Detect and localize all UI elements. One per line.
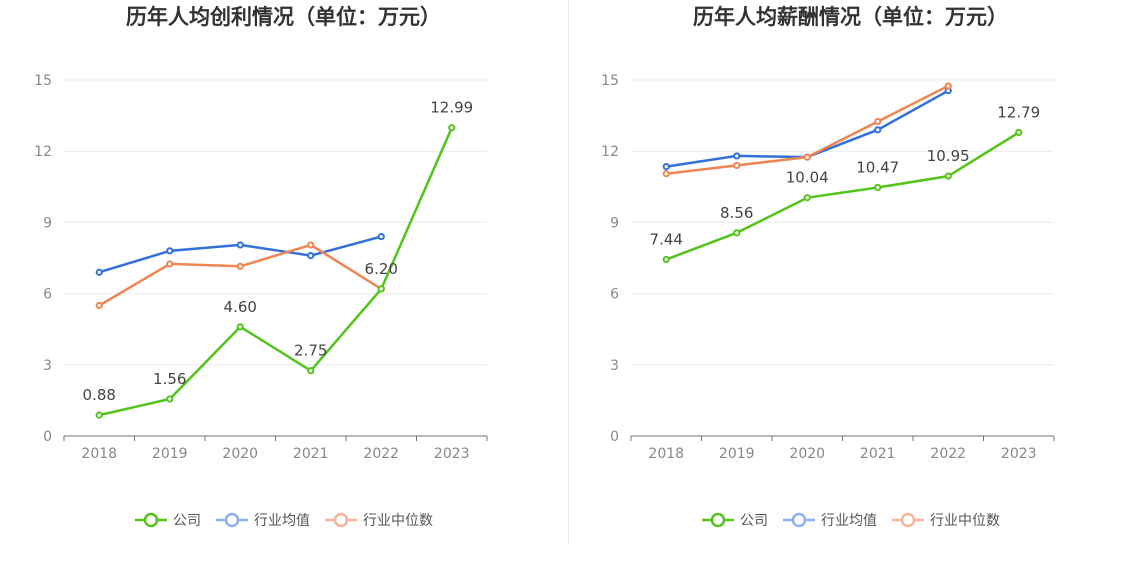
legend-label: 公司 (740, 513, 768, 529)
y-tick-label: 0 (43, 429, 52, 445)
data-point-company[interactable] (236, 323, 244, 331)
legend-item-median[interactable]: 行业中位数 (324, 510, 433, 530)
data-label: 12.99 (430, 99, 473, 117)
data-point-median[interactable] (307, 241, 315, 249)
y-tick-label: 15 (601, 73, 619, 89)
data-label: 0.88 (83, 386, 116, 404)
x-tick-label: 2023 (434, 446, 470, 462)
data-label: 1.56 (153, 370, 186, 388)
chart-legend: 公司 行业均值 行业中位数 (567, 510, 1134, 530)
data-label: 10.95 (927, 147, 970, 165)
series-line-median (98, 243, 382, 307)
series-line-company (99, 127, 453, 417)
y-tick-label: 6 (43, 287, 52, 303)
chart-title: 历年人均薪酬情况（单位：万元） (693, 5, 1008, 29)
legend-item-company[interactable]: 公司 (701, 510, 768, 530)
data-point-company[interactable] (166, 395, 174, 403)
data-point-company[interactable] (448, 124, 456, 132)
data-point-company[interactable] (307, 367, 315, 375)
data-point-median[interactable] (944, 82, 952, 90)
data-point-avg[interactable] (733, 152, 741, 160)
data-label: 12.79 (997, 103, 1040, 121)
data-point-avg[interactable] (377, 233, 385, 241)
data-label: 10.04 (786, 169, 829, 187)
data-point-company[interactable] (803, 194, 811, 202)
data-label: 6.20 (365, 260, 398, 278)
legend-swatch (135, 512, 167, 528)
data-point-company[interactable] (662, 255, 670, 264)
data-label: 7.44 (650, 230, 683, 248)
data-point-company[interactable] (377, 285, 385, 293)
legend-item-median[interactable]: 行业中位数 (891, 510, 1000, 530)
y-tick-label: 3 (43, 358, 52, 374)
x-tick-label: 2020 (222, 446, 258, 462)
legend-label: 行业中位数 (930, 513, 1000, 529)
legend-label: 行业均值 (254, 513, 310, 529)
data-point-median[interactable] (236, 262, 244, 270)
y-tick-label: 0 (610, 429, 619, 445)
data-label: 2.75 (294, 342, 327, 360)
legend-item-avg[interactable]: 行业均值 (782, 510, 877, 530)
x-tick-label: 2022 (930, 446, 966, 462)
legend-swatch (783, 512, 815, 528)
legend-item-company[interactable]: 公司 (134, 510, 201, 530)
salary-chart-plot: 0 3 6 9 12 15 2018 2019 2020 2021 2022 2023 7.44 8.56… (601, 73, 1055, 462)
data-point-avg[interactable] (95, 268, 103, 276)
data-point-avg[interactable] (166, 247, 174, 255)
data-point-median[interactable] (662, 170, 670, 178)
y-tick-label: 9 (43, 215, 52, 231)
chart-title: 历年人均创利情况（单位：万元） (126, 5, 441, 29)
data-point-median[interactable] (733, 161, 741, 170)
x-tick-label: 2018 (648, 446, 684, 462)
legend-label: 行业均值 (821, 513, 877, 529)
data-point-median[interactable] (874, 117, 882, 126)
data-point-avg[interactable] (307, 252, 315, 260)
data-label: 8.56 (720, 204, 753, 222)
data-point-avg[interactable] (662, 163, 670, 171)
data-point-company[interactable] (1015, 128, 1023, 137)
legend-swatch (216, 512, 248, 528)
data-point-median[interactable] (803, 153, 811, 161)
legend-swatch (325, 512, 357, 528)
legend-item-avg[interactable]: 行业均值 (215, 510, 310, 530)
chart-legend: 公司 行业均值 行业中位数 (0, 510, 567, 530)
x-tick-label: 2023 (1001, 446, 1037, 462)
panel-divider (568, 0, 569, 545)
data-point-median[interactable] (95, 301, 103, 310)
profit-chart-plot: 0 3 6 9 12 15 2018 2019 2020 2021 2022 2023 0.88 1.56… (34, 73, 488, 462)
x-tick-label: 2018 (81, 446, 117, 462)
legend-label: 公司 (173, 513, 201, 529)
x-tick-label: 2020 (789, 446, 825, 462)
x-tick-label: 2019 (719, 446, 755, 462)
y-tick-label: 9 (610, 215, 619, 231)
series-line-company (665, 131, 1020, 261)
legend-label: 行业中位数 (363, 513, 433, 529)
y-tick-label: 3 (610, 358, 619, 374)
data-point-median[interactable] (166, 260, 174, 268)
data-point-avg[interactable] (874, 126, 882, 134)
salary-chart-panel: 历年人均薪酬情况（单位：万元） 0 3 6 9 12 15 2018 2019 2020 2021… (567, 0, 1134, 582)
profit-chart-panel: 历年人均创利情况（单位：万元） 0 3 6 9 12 15 2018 2019 2020 2021… (0, 5, 567, 530)
data-point-company[interactable] (944, 172, 952, 180)
y-tick-label: 12 (601, 144, 619, 160)
data-label: 4.60 (224, 298, 257, 316)
x-tick-label: 2021 (293, 446, 329, 462)
data-point-company[interactable] (874, 183, 882, 192)
x-tick-label: 2019 (152, 446, 188, 462)
legend-swatch (892, 512, 924, 528)
y-tick-label: 6 (610, 287, 619, 303)
y-tick-label: 15 (34, 73, 52, 89)
data-point-company[interactable] (95, 411, 103, 419)
data-point-company[interactable] (733, 229, 741, 237)
legend-swatch (702, 512, 734, 528)
data-point-avg[interactable] (236, 241, 244, 249)
y-tick-label: 12 (34, 144, 52, 160)
x-tick-label: 2022 (363, 446, 399, 462)
x-tick-label: 2021 (860, 446, 896, 462)
data-label: 10.47 (856, 159, 899, 177)
